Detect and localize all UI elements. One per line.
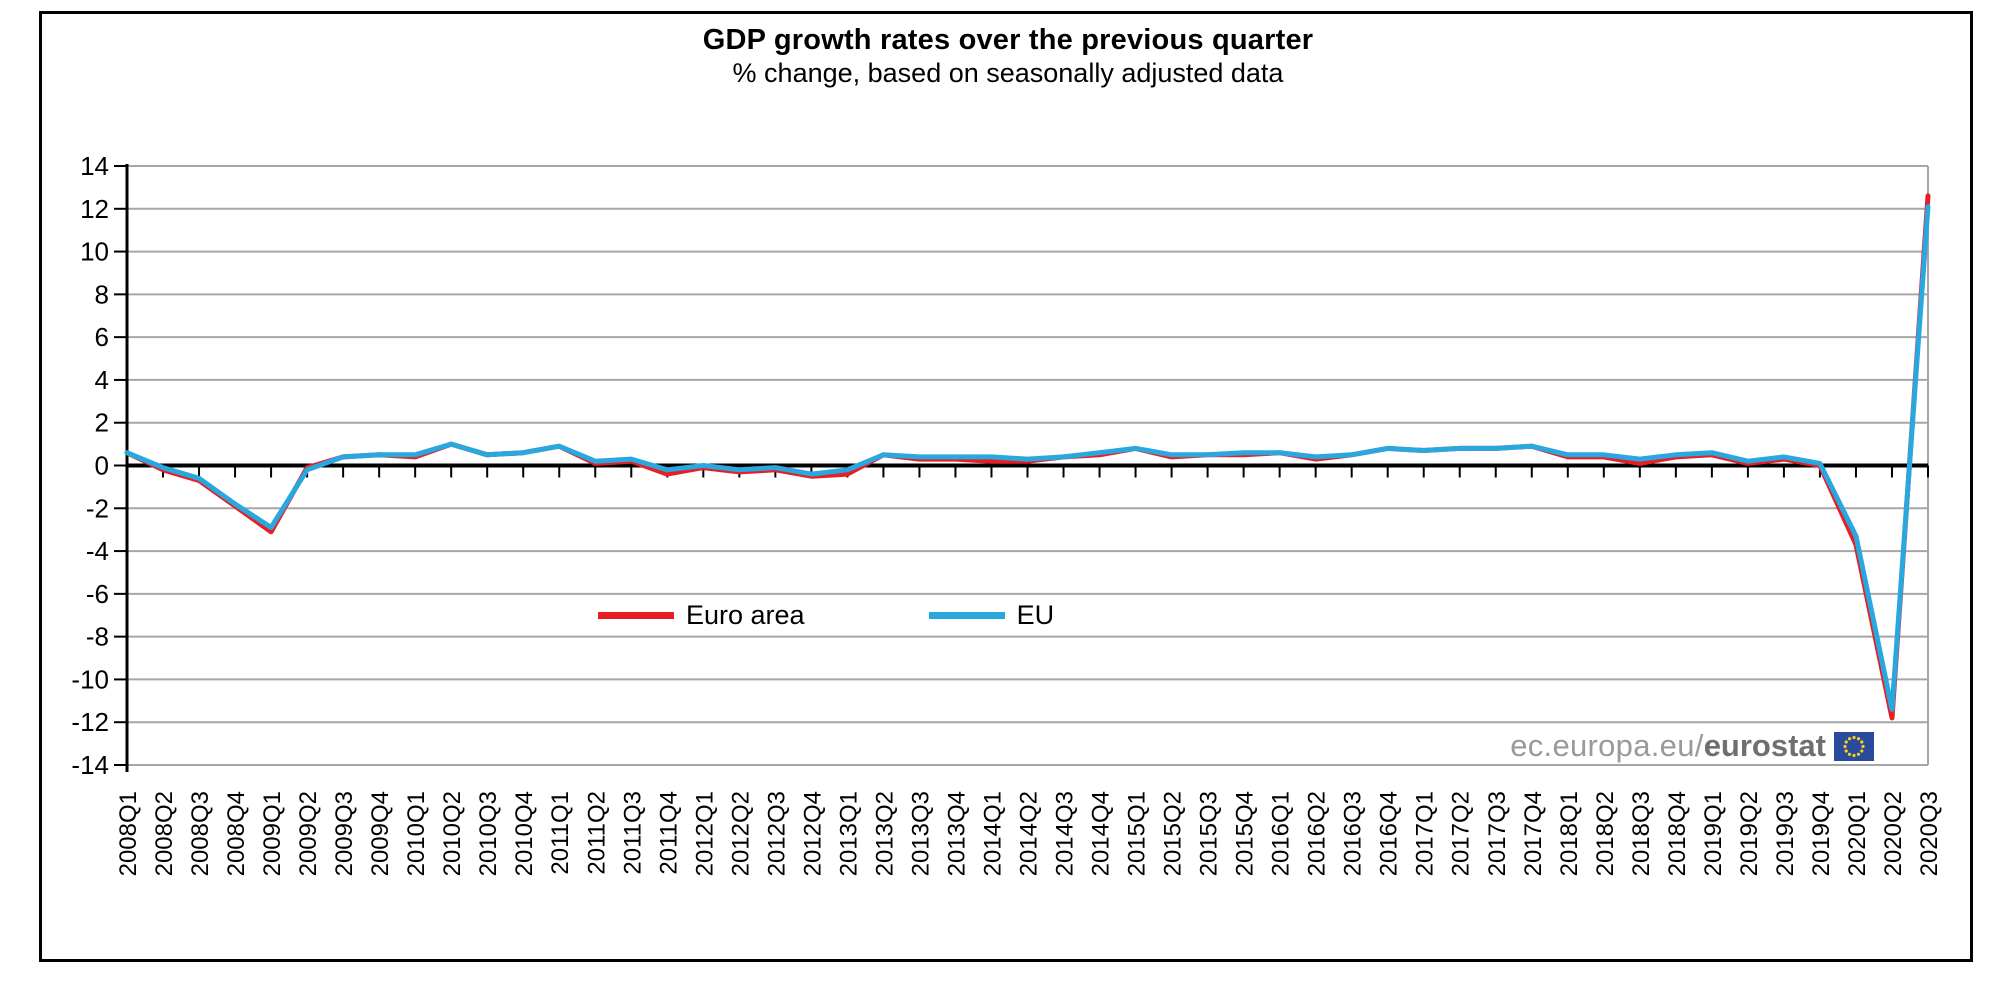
eu-flag-star — [1847, 736, 1852, 740]
y-tick-label: 0 — [95, 451, 109, 481]
x-tick-label: 2012Q4 — [799, 791, 826, 876]
x-tick-label: 2013Q2 — [871, 791, 898, 876]
eu-flag-star — [1860, 739, 1864, 744]
x-tick-label: 2010Q2 — [439, 791, 466, 876]
x-tick-label: 2009Q3 — [331, 791, 358, 876]
x-tick-label: 2011Q1 — [547, 791, 574, 875]
y-tick-label: 2 — [95, 408, 109, 438]
x-tick-label: 2008Q2 — [151, 791, 178, 876]
series-line-eu — [124, 204, 1931, 712]
x-tick-label: 2010Q4 — [511, 791, 538, 876]
eu-flag-star — [1861, 744, 1865, 748]
x-tick-label: 2019Q4 — [1808, 791, 1835, 876]
x-tick-label: 2020Q2 — [1880, 791, 1907, 876]
eu-flag-star — [1856, 736, 1861, 740]
legend-label-eu: EU — [1016, 600, 1055, 630]
chart-subtitle: % change, based on seasonally adjusted d… — [732, 58, 1284, 88]
y-tick-label: -2 — [86, 493, 109, 523]
x-tick-label: 2017Q4 — [1520, 791, 1547, 876]
x-tick-label: 2020Q3 — [1916, 791, 1943, 876]
legend: Euro area EU — [598, 599, 1054, 631]
eu-flag-star — [1843, 744, 1847, 748]
y-tick-label: 14 — [80, 151, 109, 181]
x-tick-label: 2018Q1 — [1556, 791, 1583, 876]
x-tick-label: 2010Q1 — [403, 791, 430, 876]
x-tick-label: 2010Q3 — [475, 791, 502, 876]
watermark-eurostat: eurostat — [1703, 728, 1826, 763]
y-tick-label: -8 — [86, 622, 109, 652]
x-tick-label: 2011Q2 — [583, 791, 610, 875]
x-tick-label: 2019Q1 — [1700, 791, 1727, 876]
x-tick-label: 2015Q3 — [1196, 791, 1223, 876]
eu-flag-star — [1847, 752, 1852, 756]
watermark-url-prefix: ec.europa.eu/ — [1510, 728, 1704, 763]
x-tick-label: 2008Q4 — [223, 791, 250, 876]
x-tick-label: 2012Q2 — [727, 791, 754, 876]
y-tick-label: -10 — [71, 664, 109, 694]
eu-flag-star — [1856, 752, 1861, 756]
chart-frame-border — [39, 11, 1973, 962]
y-tick-label: -6 — [86, 579, 109, 609]
x-tick-label: 2019Q2 — [1736, 791, 1763, 876]
x-tick-label: 2019Q3 — [1772, 791, 1799, 876]
y-tick-label: 10 — [80, 237, 109, 267]
x-tick-label: 2012Q1 — [691, 791, 718, 876]
y-tick-label: -14 — [71, 750, 109, 780]
x-tick-label: 2014Q4 — [1088, 791, 1115, 876]
y-tick-label: 6 — [95, 322, 109, 352]
legend-item-euro-area: Euro area — [598, 599, 805, 631]
x-tick-label: 2008Q1 — [115, 791, 142, 876]
eu-flag-star — [1852, 753, 1856, 757]
x-tick-label: 2018Q3 — [1628, 791, 1655, 876]
x-tick-label: 2009Q4 — [367, 791, 394, 876]
y-tick-label: 8 — [95, 279, 109, 309]
eu-flag-icon — [1834, 731, 1874, 761]
legend-label-euro-area: Euro area — [686, 600, 805, 630]
eu-flag-star — [1844, 748, 1848, 753]
legend-item-eu: EU — [928, 599, 1055, 631]
eu-flag-star — [1852, 735, 1856, 739]
x-tick-label: 2015Q4 — [1232, 791, 1259, 876]
x-tick-label: 2020Q1 — [1844, 791, 1871, 876]
chart-title: GDP growth rates over the previous quart… — [702, 24, 1314, 56]
x-tick-label: 2016Q2 — [1304, 791, 1331, 876]
x-tick-label: 2018Q2 — [1592, 791, 1619, 876]
x-tick-label: 2014Q1 — [979, 791, 1006, 876]
x-tick-label: 2011Q4 — [655, 791, 682, 875]
eurostat-watermark: ec.europa.eu/eurostat — [1510, 727, 1874, 765]
x-tick-label: 2013Q3 — [907, 791, 934, 876]
x-tick-label: 2015Q1 — [1124, 791, 1151, 876]
euro-area-line-swatch — [598, 611, 674, 619]
x-tick-label: 2014Q3 — [1052, 791, 1079, 876]
x-tick-label: 2017Q2 — [1448, 791, 1475, 876]
x-tick-label: 2015Q2 — [1160, 791, 1187, 876]
x-tick-label: 2013Q4 — [943, 791, 970, 876]
x-tick-label: 2017Q3 — [1484, 791, 1511, 876]
x-tick-label: 2009Q1 — [259, 791, 286, 876]
x-tick-label: 2016Q3 — [1340, 791, 1367, 876]
x-tick-label: 2011Q3 — [619, 791, 646, 875]
x-tick-label: 2017Q1 — [1412, 791, 1439, 876]
eu-flag-star — [1860, 748, 1864, 753]
x-tick-label: 2008Q3 — [187, 791, 214, 876]
x-tick-label: 2013Q1 — [835, 791, 862, 876]
eu-flag-star — [1844, 739, 1848, 744]
y-tick-label: 4 — [95, 365, 109, 395]
eu-line-swatch — [928, 611, 1005, 619]
x-tick-label: 2018Q4 — [1664, 791, 1691, 876]
x-tick-label: 2014Q2 — [1016, 791, 1043, 876]
y-tick-label: -4 — [86, 536, 109, 566]
x-tick-label: 2012Q3 — [763, 791, 790, 876]
x-tick-label: 2016Q4 — [1376, 791, 1403, 876]
x-tick-label: 2016Q1 — [1268, 791, 1295, 876]
y-tick-label: -12 — [71, 707, 109, 737]
y-tick-label: 12 — [80, 194, 109, 224]
x-tick-label: 2009Q2 — [295, 791, 322, 876]
